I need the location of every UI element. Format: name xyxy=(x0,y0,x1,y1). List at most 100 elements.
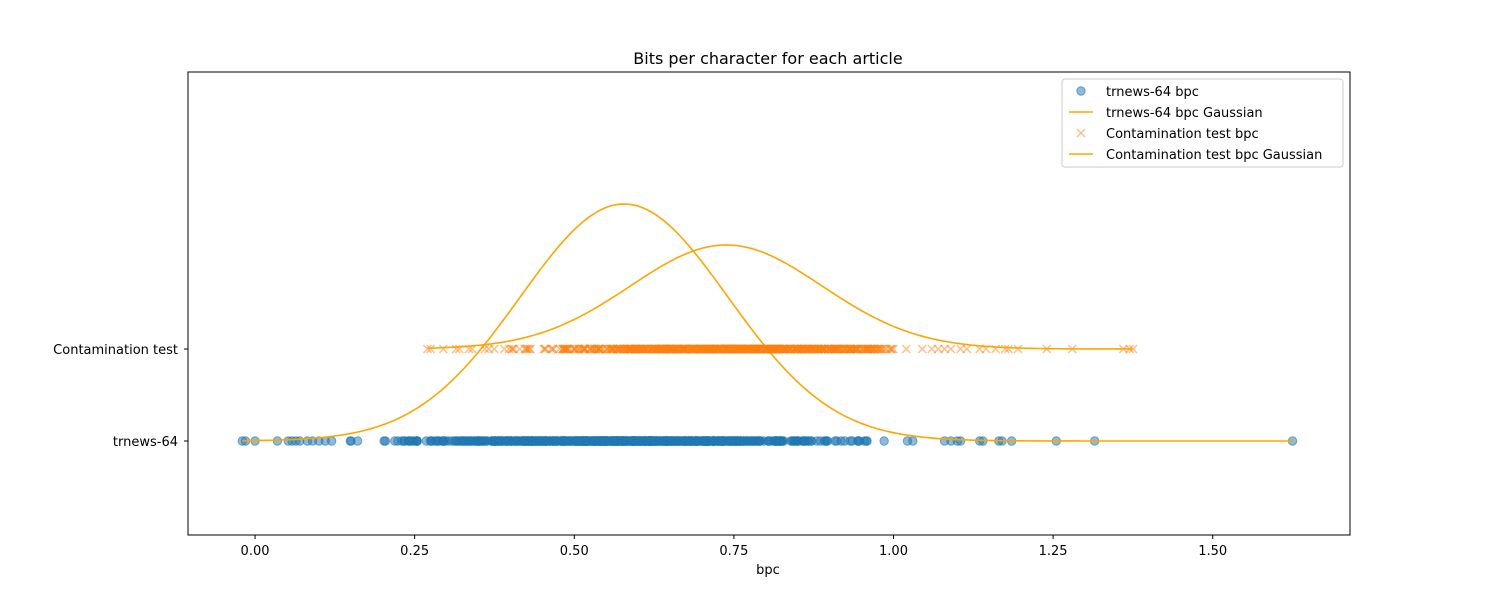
x-tick-label: 0.00 xyxy=(241,544,270,559)
trnews-point xyxy=(573,436,583,446)
trnews-point xyxy=(690,436,700,446)
contamination-point xyxy=(805,344,815,354)
contamination-point xyxy=(778,344,788,354)
contamination-point xyxy=(595,344,605,354)
x-axis: 0.00 0.25 0.50 0.75 1.00 1.25 1.50 xyxy=(241,535,1227,559)
contamination-point xyxy=(623,344,633,354)
contamination-point xyxy=(860,344,870,354)
x-tick-label: 1.00 xyxy=(879,544,908,559)
trnews-point xyxy=(787,436,797,446)
contamination-point xyxy=(616,344,626,354)
contamination-point xyxy=(604,344,614,354)
contamination-point xyxy=(548,344,558,354)
contamination-point xyxy=(507,344,517,354)
contamination-point xyxy=(580,344,590,354)
series-2-points xyxy=(422,344,1138,354)
contamination-point xyxy=(750,344,760,354)
gaussian-curve-trnews-64 xyxy=(242,203,1293,442)
gaussian-curve-contamination-test xyxy=(427,244,1133,350)
trnews-point xyxy=(581,436,592,446)
contamination-point xyxy=(776,344,786,354)
contamination-point xyxy=(901,344,911,354)
contamination-point xyxy=(697,344,707,354)
trnews-point xyxy=(908,436,918,446)
x-tick-label: 1.25 xyxy=(1039,544,1068,559)
contamination-point xyxy=(832,344,842,354)
legend-label: Contamination test bpc xyxy=(1106,127,1259,142)
trnews-point xyxy=(862,436,872,446)
contamination-point xyxy=(608,344,618,354)
trnews-point xyxy=(501,436,512,446)
trnews-point xyxy=(551,436,561,446)
contamination-point xyxy=(876,344,886,354)
contamination-point xyxy=(539,344,549,354)
trnews-point xyxy=(326,436,337,446)
trnews-point xyxy=(677,436,688,446)
trnews-point xyxy=(822,436,833,446)
contamination-point xyxy=(559,344,569,354)
contamination-point xyxy=(656,344,666,354)
contamination-point xyxy=(638,344,648,354)
contamination-point xyxy=(438,344,448,354)
contamination-point xyxy=(853,344,863,354)
trnews-point xyxy=(426,436,437,446)
trnews-point xyxy=(726,436,736,446)
trnews-point xyxy=(352,436,363,446)
x-tick-label: 1.50 xyxy=(1198,544,1227,559)
trnews-point xyxy=(541,436,551,446)
contamination-point xyxy=(1003,344,1013,354)
contamination-point xyxy=(615,344,625,354)
contamination-point xyxy=(422,344,432,354)
trnews-point xyxy=(628,436,638,446)
legend-label: Contamination test bpc Gaussian xyxy=(1106,148,1322,163)
contamination-point xyxy=(793,344,803,354)
y-axis: trnews-64 Contamination test xyxy=(53,343,188,450)
contamination-point xyxy=(635,344,645,354)
plot-frame xyxy=(187,71,1351,536)
trnews-point xyxy=(806,436,816,446)
contamination-point xyxy=(659,344,670,354)
x-tick-label: 0.75 xyxy=(719,544,748,559)
contamination-point xyxy=(515,344,525,354)
contamination-point xyxy=(484,344,494,354)
chart-title: Bits per character for each article xyxy=(633,49,902,68)
trnews-point xyxy=(879,436,889,446)
contamination-point xyxy=(572,344,582,354)
trnews-point xyxy=(454,436,464,446)
x-tick-label: 0.50 xyxy=(560,544,589,559)
trnews-point xyxy=(853,436,863,446)
contamination-point xyxy=(730,344,740,354)
contamination-point xyxy=(1000,344,1010,354)
contamination-point xyxy=(646,344,656,354)
trnews-point xyxy=(438,436,449,446)
contamination-point xyxy=(962,344,972,354)
trnews-point xyxy=(955,436,966,446)
trnews-point xyxy=(399,436,409,446)
contamination-point xyxy=(849,344,859,354)
contamination-point xyxy=(868,344,878,354)
trnews-point xyxy=(272,436,283,446)
contamination-point xyxy=(712,344,722,354)
contamination-point xyxy=(499,344,509,354)
contamination-point xyxy=(824,344,834,354)
trnews-point xyxy=(560,436,570,446)
contamination-point xyxy=(541,344,551,354)
trnews-point xyxy=(390,436,400,446)
y-tick-label: trnews-64 xyxy=(113,435,178,450)
series-0-points xyxy=(237,436,1298,446)
legend-circle-icon xyxy=(1076,86,1086,96)
trnews-point xyxy=(746,436,756,446)
contamination-point xyxy=(631,344,641,354)
contamination-point xyxy=(888,344,898,354)
contamination-point xyxy=(796,344,807,354)
contamination-point xyxy=(886,344,896,354)
trnews-point xyxy=(717,436,727,446)
plot-series xyxy=(237,203,1298,446)
y-tick-label: Contamination test xyxy=(53,343,178,358)
contamination-point xyxy=(681,344,691,354)
contamination-point xyxy=(759,344,769,354)
contamination-point xyxy=(606,344,616,354)
legend-label: trnews-64 bpc xyxy=(1106,85,1199,100)
trnews-point xyxy=(295,436,305,446)
trnews-point xyxy=(596,436,606,446)
